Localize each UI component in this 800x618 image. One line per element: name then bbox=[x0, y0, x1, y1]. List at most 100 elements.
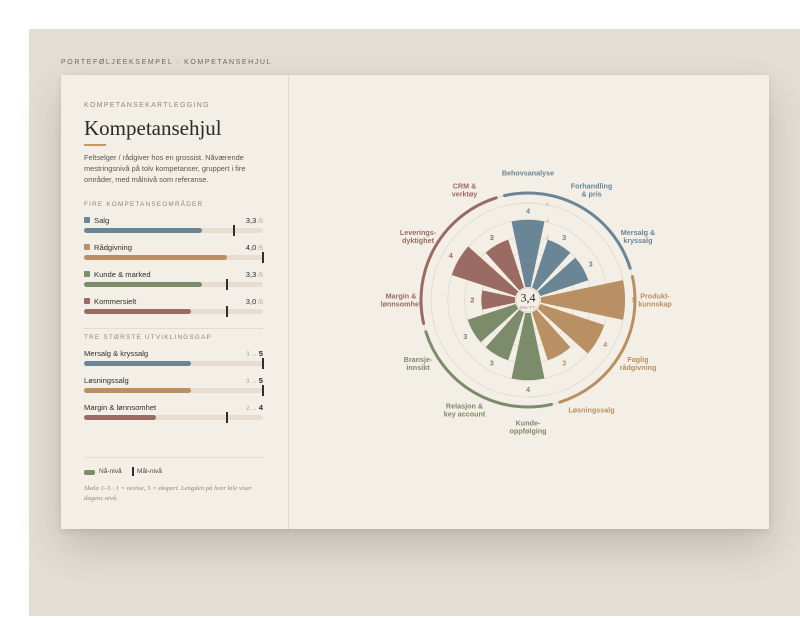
gap-level-fill bbox=[84, 415, 156, 420]
area-row: Kommersielt 3,0 /5 bbox=[84, 297, 263, 317]
panel-eyebrow: KOMPETANSEKARTLEGGING bbox=[84, 102, 210, 109]
competence-label-line: Produkt- bbox=[640, 292, 670, 301]
area-score: 3,3 /5 bbox=[246, 216, 263, 225]
competence-label-line: verktøy bbox=[452, 190, 478, 199]
area-row: Kunde & marked 3,3 /5 bbox=[84, 270, 263, 290]
legend-divider bbox=[84, 457, 263, 458]
competence-label: Behovsanalyse bbox=[502, 169, 554, 178]
gap-arrow: → bbox=[251, 406, 259, 412]
center-badge bbox=[515, 287, 541, 313]
competence-label: Faglig rådgivning bbox=[620, 355, 657, 372]
area-score: 3,0 /5 bbox=[246, 297, 263, 306]
competence-label: Produkt-kunnskap bbox=[638, 292, 672, 309]
area-goal-marker bbox=[233, 225, 236, 236]
competence-card: KOMPETANSEKARTLEGGING Kompetansehjul Fel… bbox=[61, 75, 769, 529]
competence-label: Forhandling & pris bbox=[571, 182, 613, 199]
competence-label: Kunde-oppfølging bbox=[509, 419, 546, 436]
group-arc bbox=[558, 274, 637, 404]
gap-to: 5 bbox=[258, 349, 263, 358]
area-level-bar bbox=[84, 225, 263, 236]
competence-label-line: kryssalg bbox=[623, 236, 652, 245]
competence-label-line: dyktighet bbox=[402, 236, 435, 245]
area-level-fill bbox=[84, 309, 192, 314]
scale-note: Skala 1–5 · 1 = novise, 5 = ekspert. Len… bbox=[84, 485, 253, 502]
wedge-value-label: 4 bbox=[449, 251, 454, 260]
gap-from: 2 bbox=[246, 406, 252, 412]
area-level-fill bbox=[84, 282, 203, 287]
area-level-bar bbox=[84, 252, 264, 263]
area-goal-marker bbox=[226, 306, 229, 317]
area-level-fill bbox=[84, 228, 203, 233]
gap-to: 5 bbox=[258, 376, 263, 385]
area-score-max: /5 bbox=[256, 273, 263, 279]
gap-arrow: → bbox=[251, 352, 259, 358]
average-value: 3,4 bbox=[521, 291, 536, 305]
gaps-heading: TRE STØRSTE UTVIKLINGSGAP bbox=[84, 334, 213, 341]
wedge-value-label: 3 bbox=[490, 233, 494, 242]
competence-label-line: CRM & bbox=[453, 182, 477, 191]
legend-goal-tick bbox=[132, 467, 134, 476]
legend-goal-label: Mål-nivå bbox=[137, 468, 162, 475]
page-title: Kompetansehjul bbox=[84, 116, 222, 140]
wedge-value-label: 3 bbox=[562, 358, 566, 367]
ring-tick-label: 3 bbox=[546, 236, 549, 242]
competence-label: Mersalg & kryssalg bbox=[621, 228, 655, 245]
area-color-dot bbox=[84, 244, 90, 250]
area-name: Kommersielt bbox=[94, 297, 137, 306]
competence-label: Relasjon & key account bbox=[444, 401, 486, 418]
competence-wedge bbox=[537, 304, 605, 354]
gap-row: Løsningssalg 3 → 5 bbox=[84, 376, 264, 396]
title-underline bbox=[84, 144, 106, 146]
area-level-fill bbox=[84, 255, 228, 260]
area-name: Rådgivning bbox=[94, 243, 132, 252]
competence-wedge bbox=[511, 312, 545, 381]
competence-label: Margin & lønnsomhet bbox=[381, 292, 422, 309]
gap-name: Mersalg & kryssalg bbox=[84, 349, 149, 358]
wedge-value-label: 5 bbox=[632, 296, 636, 305]
competence-label-line: Relasjon & bbox=[446, 401, 483, 410]
competence-wedge bbox=[485, 309, 524, 361]
area-level-bar bbox=[84, 306, 263, 317]
area-color-dot bbox=[84, 217, 90, 223]
area-score-max: /5 bbox=[256, 219, 263, 225]
area-level-bar bbox=[84, 279, 263, 290]
competence-label: Bransje-innsikt bbox=[404, 355, 433, 372]
area-name: Kunde & marked bbox=[94, 270, 151, 279]
area-row: Rådgivning 4,0 /5 bbox=[84, 243, 264, 263]
area-color-dot bbox=[84, 271, 90, 277]
gap-level-bar bbox=[84, 385, 264, 396]
competence-wedge bbox=[532, 309, 571, 361]
grid-ring bbox=[430, 202, 626, 398]
competence-label-line: rådgivning bbox=[620, 363, 657, 372]
competence-wedge bbox=[451, 246, 519, 296]
gap-level-bar bbox=[84, 412, 263, 423]
gap-goal-marker bbox=[226, 412, 229, 423]
wedge-value-label: 2 bbox=[470, 296, 474, 305]
area-goal-marker bbox=[226, 279, 229, 290]
wedge-value-label: 3 bbox=[490, 358, 494, 367]
area-score-max: /5 bbox=[256, 246, 263, 252]
gap-level-fill bbox=[84, 388, 192, 393]
competence-wedge bbox=[467, 304, 519, 343]
area-score-value: 3,3 bbox=[245, 216, 257, 225]
gap-range: 3 → 5 bbox=[246, 376, 263, 385]
competence-label-line: kunnskap bbox=[638, 300, 672, 309]
competence-label-line: & pris bbox=[581, 190, 601, 199]
gap-name: Margin & lønnsomhet bbox=[84, 403, 157, 412]
competence-wedge bbox=[511, 219, 545, 288]
panel-divider bbox=[288, 75, 289, 529]
ring-tick-label: 4 bbox=[546, 219, 549, 225]
area-score: 3,3 /5 bbox=[246, 270, 263, 279]
competence-label-line: lønnsomhet bbox=[381, 300, 422, 309]
area-score-max: /5 bbox=[256, 300, 263, 306]
competence-label-line: innsikt bbox=[406, 363, 430, 372]
competence-label-line: Margin & bbox=[386, 292, 417, 301]
competence-wedge bbox=[481, 290, 516, 310]
area-score-value: 3,3 bbox=[245, 270, 257, 279]
area-score: 4,0 /5 bbox=[246, 243, 263, 252]
competence-label-line: Behovsanalyse bbox=[502, 169, 554, 178]
competence-label-line: Mersalg & bbox=[621, 228, 655, 237]
gap-goal-marker bbox=[262, 358, 264, 369]
competence-label: CRM & verktøy bbox=[452, 182, 478, 199]
